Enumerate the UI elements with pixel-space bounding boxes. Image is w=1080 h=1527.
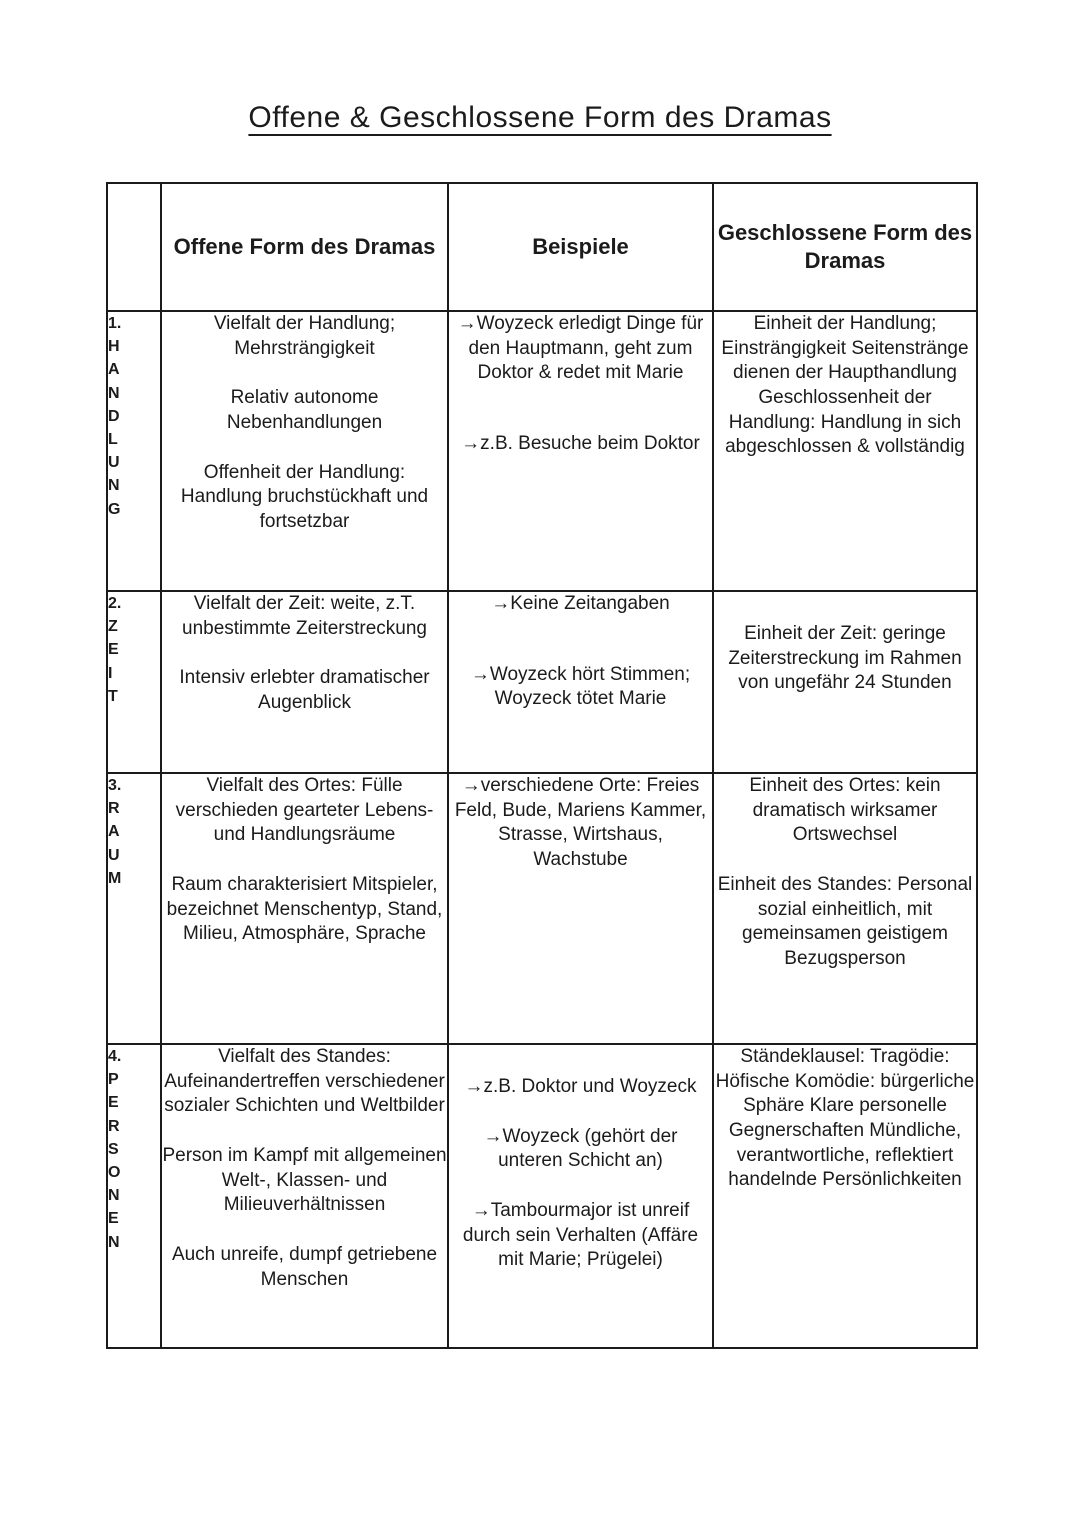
cell-personen-closed: Ständeklausel: Tragödie: Höfische Komödi…: [712, 1043, 978, 1349]
row-number: 4.: [108, 1048, 122, 1065]
cell-paragraph: →z.B. Besuche beim Doktor: [461, 433, 700, 455]
cell-zeit-open: Vielfalt der Zeit: weite, z.T. unbestimm…: [160, 590, 449, 774]
header-open-form: Offene Form des Dramas: [160, 182, 449, 312]
cell-handlung-beispiele: →Woyzeck erledigt Dinge für den Hauptman…: [447, 310, 714, 592]
header-beispiele: Beispiele: [447, 182, 714, 312]
table-header-row: Offene Form des Dramas Beispiele Geschlo…: [106, 182, 978, 312]
row-label-letters: PERSONEN: [108, 1071, 121, 1251]
cell-raum-beispiele: →verschiedene Orte: Freies Feld, Bude, M…: [447, 772, 714, 1045]
row-label-handlung: 1. HANDLUNG: [106, 310, 162, 592]
row-label-letters: HANDLUNG: [108, 338, 121, 518]
cell-paragraph: Vielfalt des Standes: Aufeinandertreffen…: [164, 1046, 445, 1117]
cell-paragraph: Person im Kampf mit allgemeinen Welt-, K…: [162, 1145, 447, 1216]
table-row-raum: 3. RAUM Vielfalt des Ortes: Fülle versch…: [106, 772, 978, 1045]
table-row-zeit: 2. ZEIT Vielfalt der Zeit: weite, z.T. u…: [106, 590, 978, 774]
cell-handlung-closed: Einheit der Handlung; Einsträngigkeit Se…: [712, 310, 978, 592]
row-label-letters: RAUM: [108, 800, 122, 887]
cell-paragraph: Einheit des Ortes: kein dramatisch wirks…: [749, 775, 941, 846]
cell-zeit-beispiele: →Keine Zeitangaben →Woyzeck hört Stimmen;…: [447, 590, 714, 774]
cell-paragraph: →Woyzeck erledigt Dinge für den Hauptman…: [457, 313, 704, 384]
header-empty-corner: [106, 182, 162, 312]
cell-zeit-closed: Einheit der Zeit: geringe Zeiterstreckun…: [712, 590, 978, 774]
row-label-zeit: 2. ZEIT: [106, 590, 162, 774]
cell-paragraph: Raum charakterisiert Mitspieler, bezeich…: [166, 874, 443, 945]
row-label-personen: 4. PERSONEN: [106, 1043, 162, 1349]
cell-handlung-open: Vielfalt der Handlung; Mehrsträngigkeit R…: [160, 310, 449, 592]
cell-paragraph: Ständeklausel: Tragödie: Höfische Komödi…: [715, 1046, 975, 1191]
row-label-raum: 3. RAUM: [106, 772, 162, 1045]
table-row-personen: 4. PERSONEN Vielfalt des Standes: Aufein…: [106, 1043, 978, 1349]
cell-raum-open: Vielfalt des Ortes: Fülle verschieden ge…: [160, 772, 449, 1045]
cell-personen-open: Vielfalt des Standes: Aufeinandertreffen…: [160, 1043, 449, 1349]
cell-paragraph: Vielfalt der Handlung; Mehrsträngigkeit: [213, 313, 396, 359]
cell-paragraph: Einheit des Standes: Personal sozial ein…: [717, 874, 973, 970]
header-closed-form: Geschlossene Form des Dramas: [712, 182, 978, 312]
cell-paragraph: →verschiedene Orte: Freies Feld, Bude, M…: [454, 775, 707, 871]
row-number: 2.: [108, 595, 122, 612]
cell-paragraph: →Keine Zeitangaben: [491, 593, 670, 614]
drama-comparison-table: Offene Form des Dramas Beispiele Geschlo…: [106, 182, 978, 1349]
cell-paragraph: →Woyzeck hört Stimmen; Woyzeck tötet Mar…: [470, 663, 691, 710]
page-title: Offene & Geschlossene Form des Dramas: [248, 101, 832, 134]
cell-paragraph: Vielfalt des Ortes: Fülle verschieden ge…: [175, 775, 434, 846]
cell-paragraph: Einheit der Handlung; Einsträngigkeit Se…: [721, 313, 969, 458]
cell-paragraph: →Tambourmajor ist unreif durch sein Verh…: [462, 1200, 699, 1271]
row-number: 3.: [108, 777, 122, 794]
cell-paragraph: →z.B. Doktor und Woyzeck: [464, 1076, 697, 1097]
cell-paragraph: Vielfalt der Zeit: weite, z.T. unbestimm…: [182, 593, 427, 639]
row-number: 1.: [108, 315, 122, 332]
cell-paragraph: →Woyzeck (gehört der unteren Schicht an): [483, 1125, 678, 1172]
cell-raum-closed: Einheit des Ortes: kein dramatisch wirks…: [712, 772, 978, 1045]
row-label-letters: ZEIT: [108, 618, 119, 705]
cell-paragraph: Einheit der Zeit: geringe Zeiterstreckun…: [728, 623, 962, 694]
cell-paragraph: Relativ autonome Nebenhandlungen: [226, 387, 383, 434]
cell-paragraph: Auch unreife, dumpf getriebene Menschen: [171, 1244, 438, 1290]
cell-paragraph: Intensiv erlebter dramatischer Augenblic…: [179, 667, 430, 714]
table-row-handlung: 1. HANDLUNG Vielfalt der Handlung; Mehrs…: [106, 310, 978, 592]
cell-personen-beispiele: →z.B. Doktor und Woyzeck →Woyzeck (gehört…: [447, 1043, 714, 1349]
cell-paragraph: Offenheit der Handlung: Handlung bruchst…: [180, 461, 429, 533]
